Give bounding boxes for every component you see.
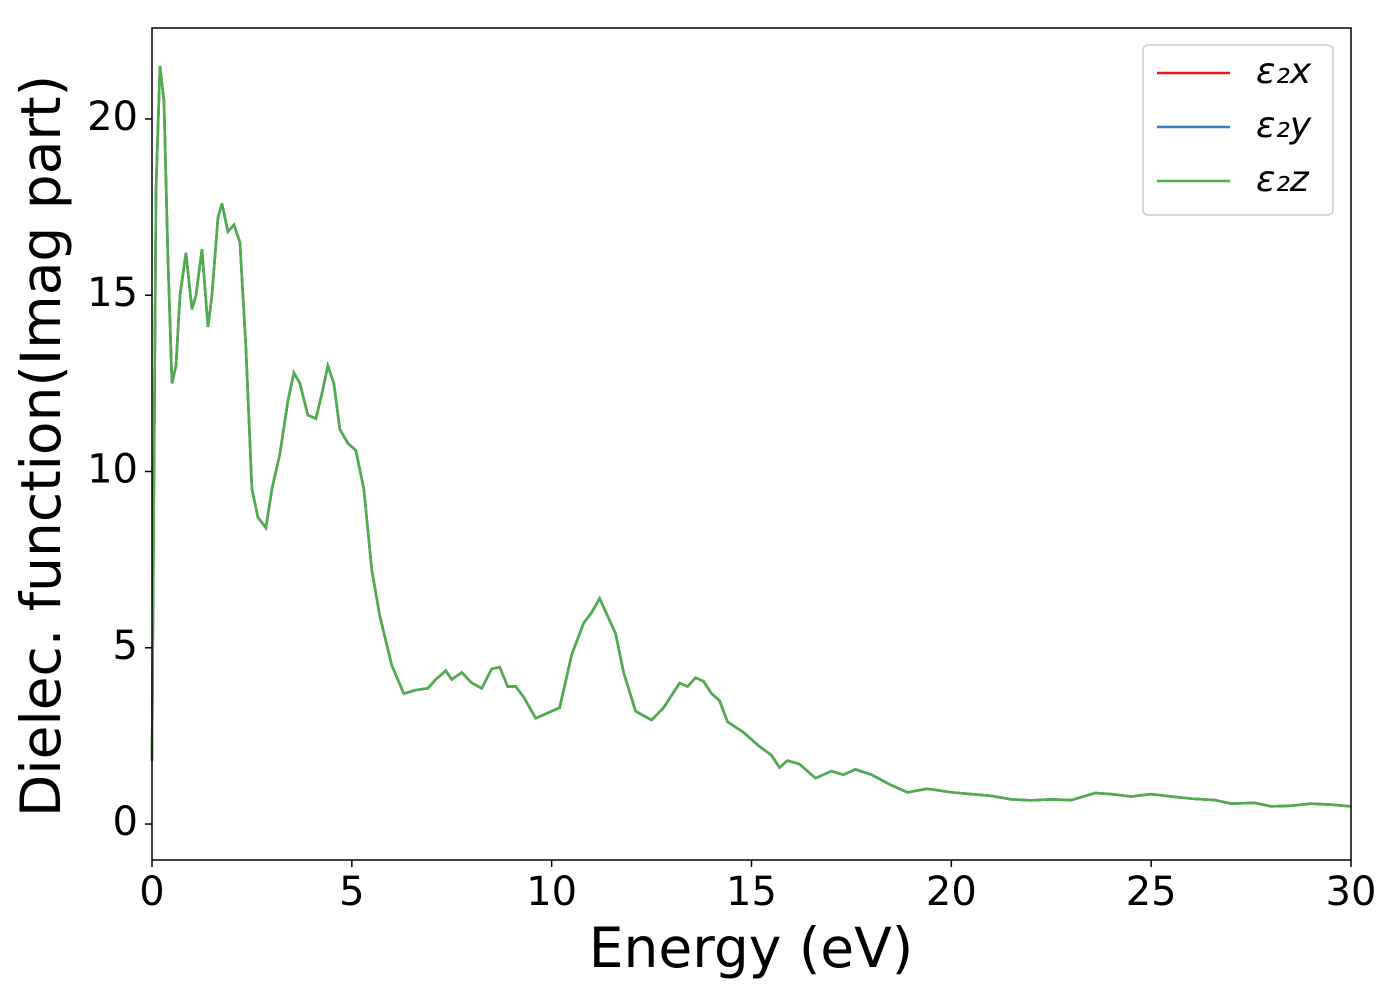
legend-label: ε₂y (1256, 105, 1312, 146)
x-tick-label: 25 (1126, 869, 1177, 915)
y-tick-label: 15 (87, 270, 138, 316)
x-tick-label: 0 (139, 869, 164, 915)
x-tick-label: 20 (926, 869, 977, 915)
legend-label: ε₂x (1256, 51, 1312, 92)
y-tick-label: 0 (113, 799, 138, 845)
y-axis-label: Dielec. function(Imag part) (9, 75, 73, 817)
y-tick-label: 10 (87, 446, 138, 492)
x-axis-label: Energy (eV) (589, 916, 913, 980)
y-tick-label: 5 (113, 623, 138, 669)
series-line (150, 65, 1352, 808)
x-tick-label: 10 (526, 869, 577, 915)
legend-label: ε₂z (1256, 159, 1310, 200)
y-tick-label: 20 (87, 94, 138, 140)
x-tick-label: 5 (339, 869, 364, 915)
x-tick-label: 15 (726, 869, 777, 915)
plot-frame (151, 27, 1352, 861)
x-tick-label: 30 (1326, 869, 1377, 915)
legend-box (1142, 44, 1334, 216)
